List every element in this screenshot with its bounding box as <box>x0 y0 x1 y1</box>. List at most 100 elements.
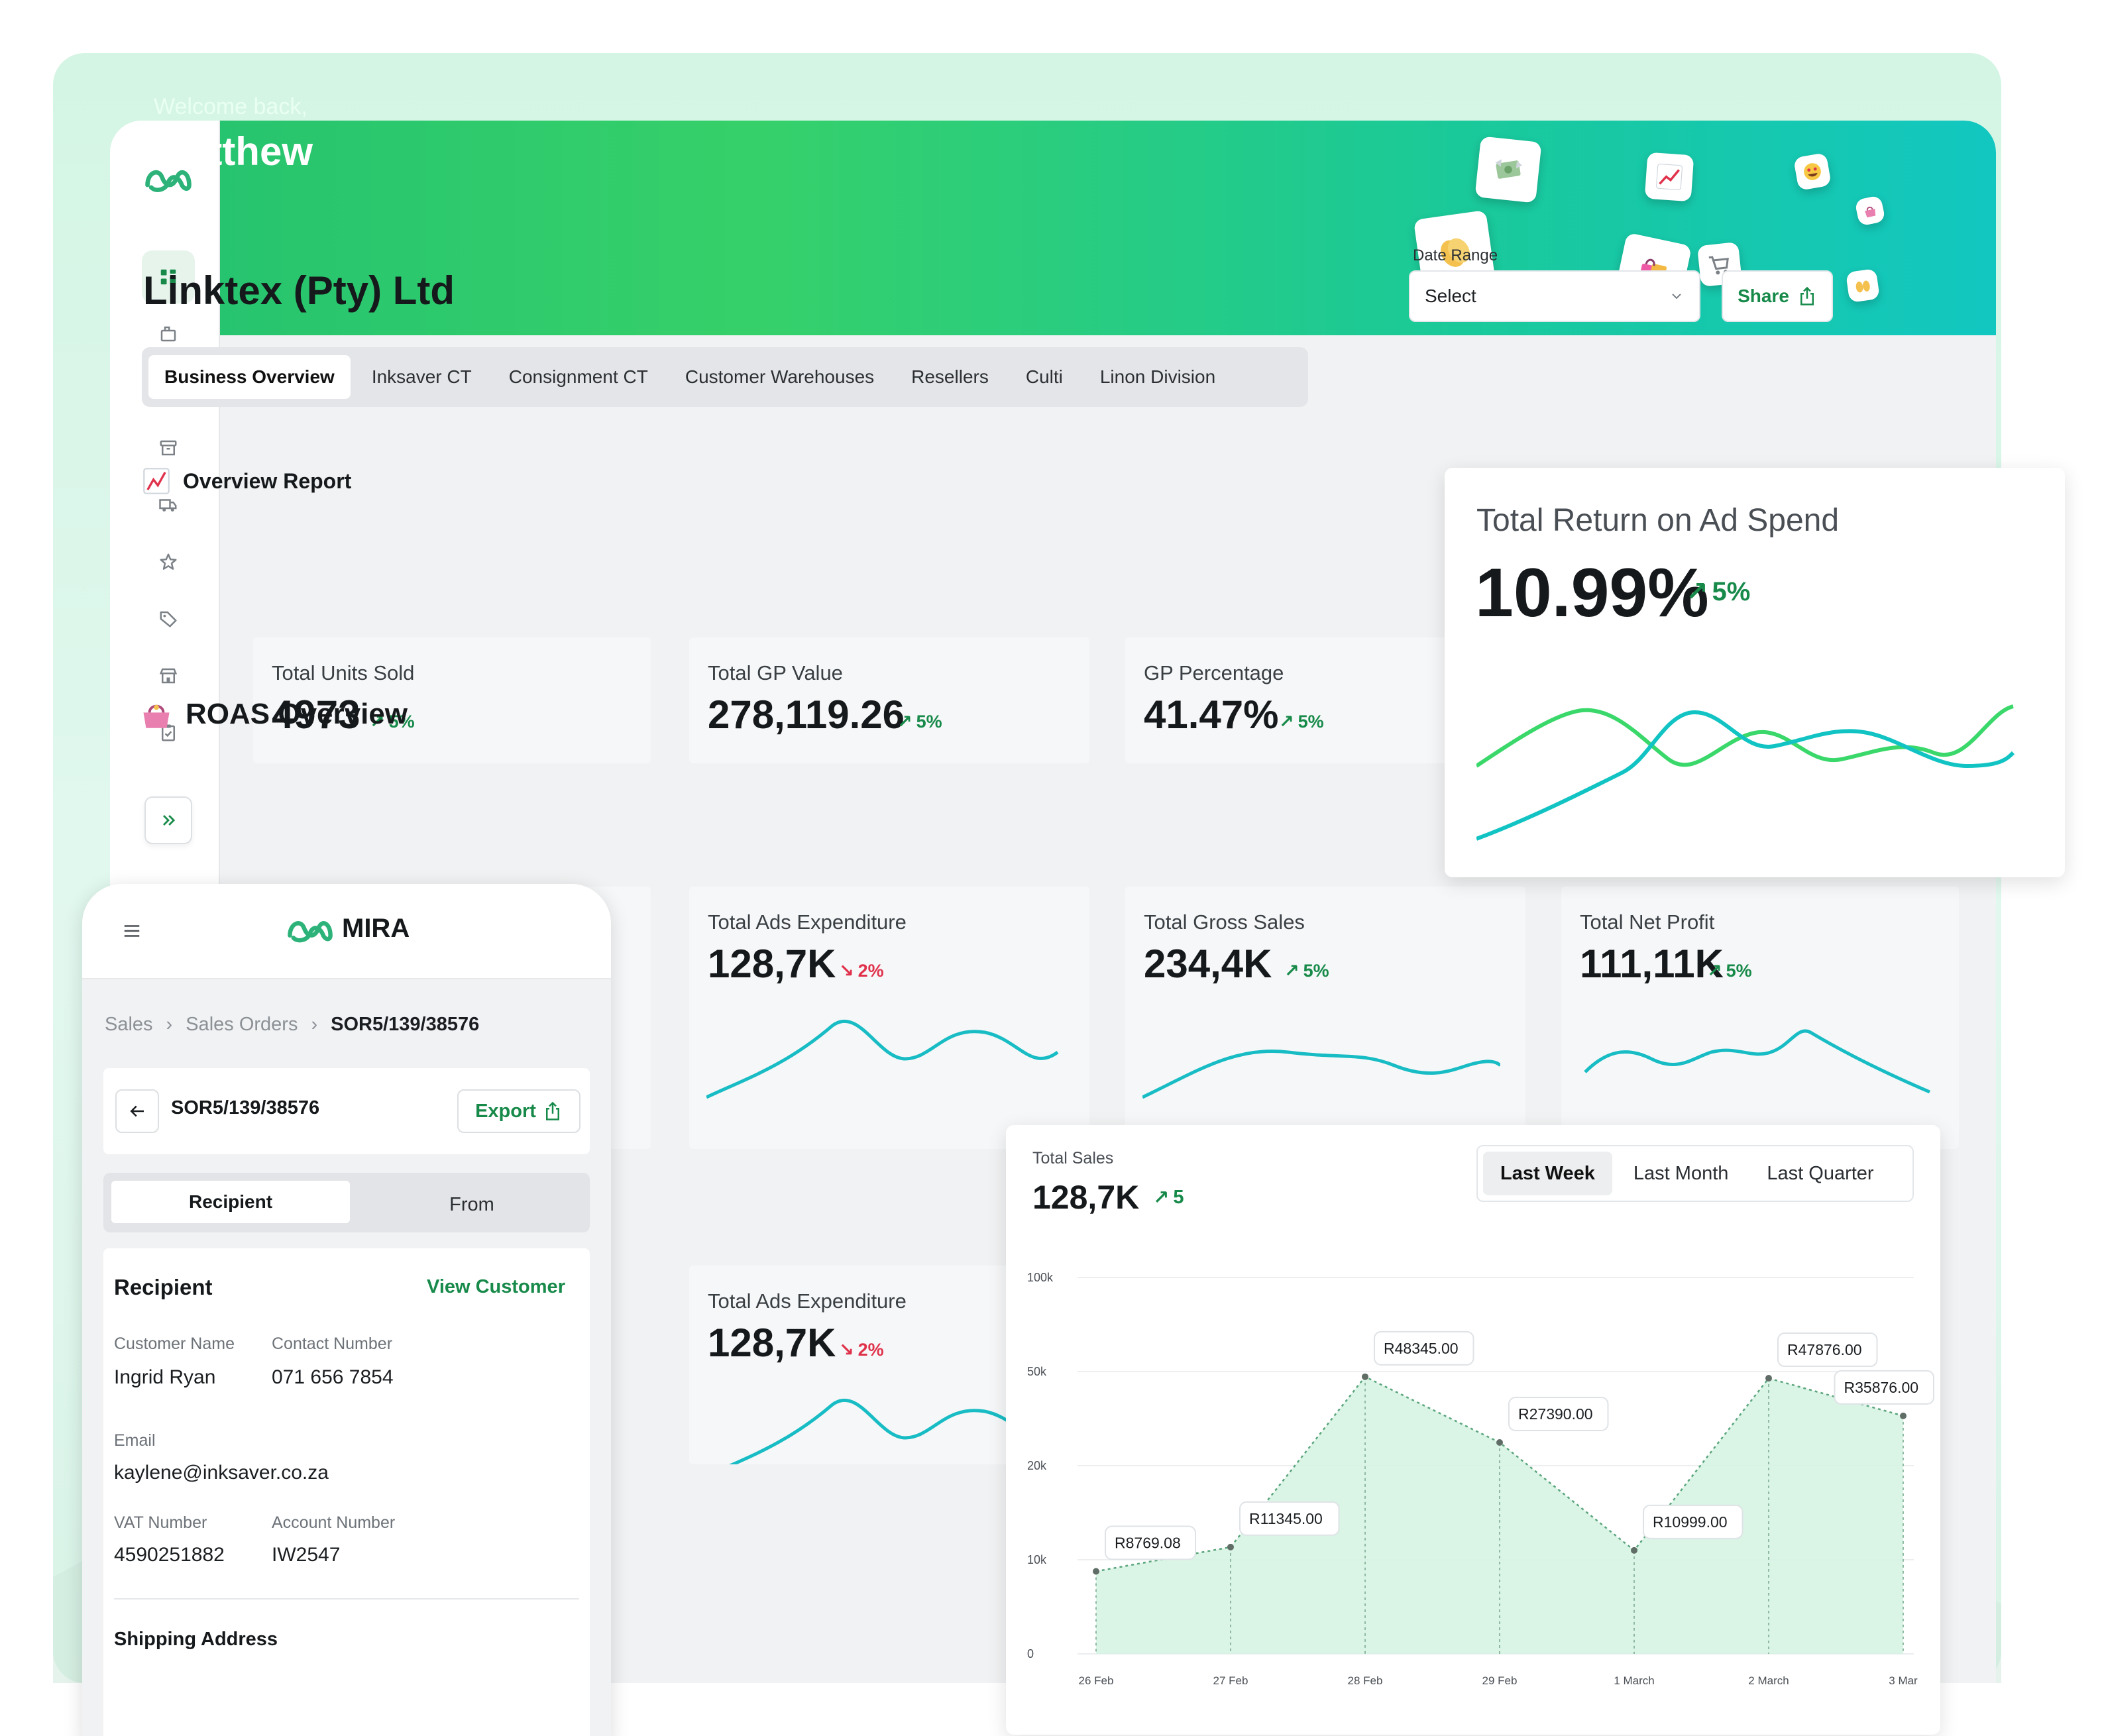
data-label: R47876.00 <box>1787 1341 1862 1358</box>
mobile-header: MIRA <box>82 884 611 979</box>
total-sales-label: Total Sales <box>1032 1149 1114 1167</box>
data-label-box <box>1374 1330 1474 1366</box>
data-label-box <box>1643 1504 1743 1539</box>
sidebar-item-favorites[interactable] <box>142 535 195 588</box>
tab-consignment-ct[interactable]: Consignment CT <box>508 366 648 387</box>
roas-trend-badge: ↗ 5% <box>1686 576 1751 607</box>
mira-logo-icon <box>288 921 333 943</box>
export-button[interactable]: Export <box>457 1089 581 1133</box>
account-number-value: IW2547 <box>272 1544 341 1566</box>
trend-down-icon: ↘ <box>839 961 854 981</box>
sidebar-item-store[interactable] <box>142 649 195 702</box>
share-button[interactable]: Share <box>1722 270 1833 322</box>
segment-recipient[interactable]: Recipient <box>111 1181 350 1223</box>
order-id: SOR5/139/38576 <box>171 1097 320 1118</box>
sidebar-item-dashboard[interactable] <box>142 250 195 303</box>
y-tick-label: 10k <box>1027 1553 1047 1566</box>
contact-number-value: 071 656 7854 <box>272 1366 394 1388</box>
card-value: 111,11K <box>1580 942 1724 986</box>
sidebar-item-products[interactable] <box>142 307 195 360</box>
segment-from[interactable]: From <box>449 1193 494 1215</box>
vat-number-label: VAT Number <box>114 1513 207 1532</box>
data-label: R10999.00 <box>1653 1513 1728 1531</box>
sidebar-item-pricing[interactable] <box>142 592 195 645</box>
chart-increase-icon <box>143 468 170 494</box>
card-value: 41.47% <box>1144 692 1279 737</box>
box-icon <box>160 326 176 342</box>
x-tick-label: 27 Feb <box>1213 1674 1248 1687</box>
sidebar-item-archive[interactable] <box>142 421 195 474</box>
period-last-quarter[interactable]: Last Quarter <box>1767 1162 1874 1184</box>
data-point[interactable] <box>1362 1373 1368 1380</box>
data-point[interactable] <box>1093 1568 1099 1575</box>
period-last-month[interactable]: Last Month <box>1633 1162 1729 1184</box>
data-label-box <box>1105 1525 1196 1560</box>
tab-customer-warehouses[interactable]: Customer Warehouses <box>685 366 875 387</box>
dashboard-icon <box>160 269 176 285</box>
card-total-units-sold: Total Units Sold 4973 ↗ 5% <box>253 637 651 763</box>
card-label: Total Units Sold <box>272 661 415 684</box>
purse-sticker <box>1854 195 1886 227</box>
sparkline <box>1142 1049 1500 1099</box>
contact-number-label: Contact Number <box>272 1334 393 1353</box>
data-label: R27390.00 <box>1518 1405 1593 1423</box>
arrow-left-icon <box>130 1105 144 1117</box>
period-last-week[interactable]: Last Week <box>1483 1152 1612 1195</box>
sparkline <box>1584 1029 1930 1094</box>
shipping-address-title: Shipping Address <box>114 1629 278 1650</box>
sidebar-item-delivery[interactable] <box>142 478 195 531</box>
tab-business-overview[interactable]: Business Overview <box>148 355 351 399</box>
tab-culti[interactable]: Culti <box>1025 366 1063 387</box>
trend-up-icon: ↗ <box>1153 1187 1170 1209</box>
data-point[interactable] <box>1227 1543 1234 1550</box>
date-range-select[interactable]: Select <box>1409 270 1700 322</box>
trend-badge: ↗ 5% <box>1707 961 1752 981</box>
tab-linon-division[interactable]: Linon Division <box>1099 366 1216 387</box>
trend-up-icon: ↗ <box>1686 577 1708 606</box>
data-point[interactable] <box>1900 1412 1907 1419</box>
y-tick-label: 20k <box>1027 1459 1047 1472</box>
trend-up-icon: ↗ <box>1279 712 1294 732</box>
customer-name-value: Ingrid Ryan <box>114 1366 216 1388</box>
y-tick-label: 50k <box>1027 1365 1047 1378</box>
data-point[interactable] <box>1631 1546 1637 1554</box>
card-value: 128,7K <box>708 942 836 986</box>
back-button[interactable] <box>115 1089 159 1133</box>
mira-logo[interactable] <box>142 151 195 204</box>
card-total-gp-value: Total GP Value 278,119.26 ↗ 5% <box>689 637 1089 763</box>
recipient-from-toggle: Recipient From <box>103 1173 590 1232</box>
account-number-label: Account Number <box>272 1513 396 1532</box>
data-label-box <box>1239 1501 1340 1536</box>
data-point[interactable] <box>1765 1375 1772 1382</box>
card-value: 128,7K <box>708 1321 836 1365</box>
trend-badge: ↗ 5% <box>370 712 415 732</box>
archive-icon <box>160 440 177 456</box>
breadcrumb-sales-orders[interactable]: Sales Orders <box>186 1014 298 1035</box>
data-point[interactable] <box>1496 1439 1503 1446</box>
card-label: Total Net Profit <box>1580 910 1715 934</box>
share-icon <box>1800 286 1814 305</box>
tab-inksaver-ct[interactable]: Inksaver CT <box>371 366 472 387</box>
card-value: 234,4K <box>1144 942 1272 986</box>
x-tick-label: 29 Feb <box>1482 1674 1518 1687</box>
money-sticker <box>1474 136 1542 203</box>
total-sales-card: 0 10k 20k 50k 100k R8769.08 26 Feb R11345.00 27 … <box>1006 1125 1940 1735</box>
expand-sidebar-button[interactable] <box>144 796 192 844</box>
sidebar-item-tasks[interactable] <box>142 706 195 759</box>
view-customer-link[interactable]: View Customer <box>427 1276 565 1297</box>
email-value: kaylene@inksaver.co.za <box>114 1462 329 1484</box>
menu-icon[interactable] <box>122 921 142 941</box>
raised-hands-icon <box>1855 280 1870 293</box>
trend-up-icon: ↗ <box>1707 961 1722 981</box>
page-title: Linktex (Pty) Ltd <box>143 268 455 313</box>
data-label: R8769.08 <box>1115 1534 1181 1551</box>
trend-up-icon: ↗ <box>1284 961 1300 981</box>
card-label: Total Gross Sales <box>1144 910 1305 934</box>
total-sales-chart: 0 10k 20k 50k 100k R8769.08 26 Feb R11345.00 27 … <box>1027 1271 1934 1687</box>
tab-resellers[interactable]: Resellers <box>911 366 989 387</box>
money-wings-icon <box>1495 159 1523 179</box>
period-tabs: Last Week Last Month Last Quarter <box>1476 1145 1914 1202</box>
card-label: Total Ads Expenditure <box>708 1289 907 1313</box>
purse-icon <box>143 704 170 728</box>
breadcrumb-sales[interactable]: Sales <box>105 1014 153 1035</box>
